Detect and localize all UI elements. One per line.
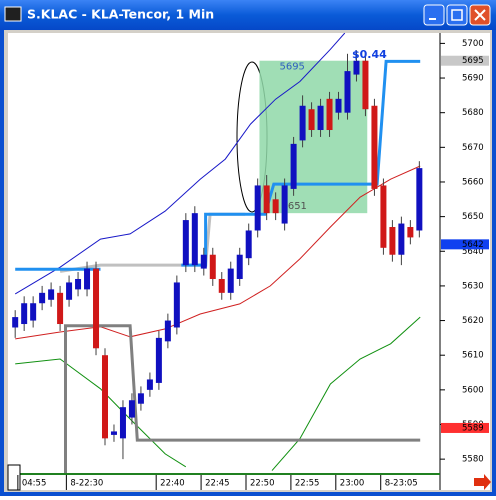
x-tick-label: 8-22:30 xyxy=(70,479,103,489)
candle-body xyxy=(48,289,55,300)
candle-body xyxy=(281,185,288,224)
y-tick-label: 5700 xyxy=(462,39,484,49)
minimize-button[interactable] xyxy=(423,4,445,26)
candle-body xyxy=(119,407,126,439)
candle-body xyxy=(308,109,315,131)
window-title: S.KLAC - KLA-Tencor, 1 Min xyxy=(27,7,214,22)
y-tick-label: 5600 xyxy=(462,385,484,395)
candle-body xyxy=(155,337,162,383)
y-tick-label: 5620 xyxy=(462,316,484,326)
price-marker xyxy=(441,55,489,66)
candle-body xyxy=(209,254,216,279)
candle-body xyxy=(93,268,100,349)
annotation: $0.44 xyxy=(352,48,387,61)
candle-body xyxy=(290,143,297,189)
candle-body xyxy=(164,320,171,342)
candle-body xyxy=(416,168,423,231)
app-icon xyxy=(4,6,22,22)
candle-body xyxy=(66,282,73,300)
candle-body xyxy=(84,268,91,290)
candle-body xyxy=(299,105,306,141)
price-marker-label: 5589 xyxy=(462,423,484,433)
y-tick-label: 5640 xyxy=(462,247,484,257)
zone-bottom-label: 5651 xyxy=(281,201,306,212)
y-tick-label: 5680 xyxy=(462,108,484,118)
y-tick-label: 5650 xyxy=(462,212,484,222)
candle-body xyxy=(254,185,261,231)
candle-body xyxy=(335,98,342,113)
indicator-line xyxy=(15,316,421,471)
candle-body xyxy=(101,355,108,439)
candle-body xyxy=(344,71,351,113)
y-tick-label: 5660 xyxy=(462,177,484,187)
candle-body xyxy=(371,105,378,189)
candle-body xyxy=(353,60,360,75)
candle-body xyxy=(317,105,324,131)
x-tick-label: 8-23:05 xyxy=(385,479,418,489)
candle-body xyxy=(57,292,64,325)
candle-body xyxy=(245,230,252,259)
candle-body xyxy=(12,317,19,328)
x-tick-label: 22:45 xyxy=(205,479,230,489)
x-tick-label: 22:40 xyxy=(160,479,185,489)
candle-body xyxy=(137,393,144,404)
title-bar xyxy=(0,0,496,30)
maximize-button[interactable] xyxy=(446,4,468,26)
price-zone xyxy=(259,60,368,214)
x-tick-label: 04:55 xyxy=(22,479,47,489)
price-marker-label: 5642 xyxy=(462,240,484,250)
candle-body xyxy=(146,379,153,390)
candle-body xyxy=(128,400,135,418)
scroll-box[interactable] xyxy=(7,464,21,491)
price-marker-label: 5695 xyxy=(462,56,484,66)
y-tick-label: 5610 xyxy=(462,351,484,361)
candle-body xyxy=(173,282,180,328)
y-tick-label: 5670 xyxy=(462,143,484,153)
y-tick-label: 5630 xyxy=(462,281,484,291)
y-tick-label: 5580 xyxy=(462,455,484,465)
candle-body xyxy=(263,185,270,214)
candle-body xyxy=(380,185,387,248)
scroll-arrow[interactable] xyxy=(474,474,491,490)
candle-body xyxy=(227,268,234,293)
indicator-line xyxy=(14,33,346,295)
price-marker xyxy=(441,239,489,250)
candle-body xyxy=(191,213,198,266)
y-tick-label: 5690 xyxy=(462,74,484,84)
candle-body xyxy=(272,199,279,214)
zone-top-label: 5695 xyxy=(279,62,304,73)
candle-body xyxy=(218,278,225,293)
candle-body xyxy=(21,303,28,325)
candle-body xyxy=(389,227,396,255)
candle-body xyxy=(200,254,207,269)
candle-body xyxy=(30,303,37,321)
candle-body xyxy=(236,254,243,279)
candle-body xyxy=(362,60,369,110)
indicator-line xyxy=(64,324,421,473)
candle-body xyxy=(182,220,189,266)
candle-body xyxy=(75,278,82,290)
candle-body xyxy=(398,223,405,255)
price-marker xyxy=(441,422,489,433)
candle-body xyxy=(39,292,46,304)
x-tick-label: 23:00 xyxy=(340,479,365,489)
x-tick-label: 22:50 xyxy=(250,479,275,489)
candle-body xyxy=(407,227,414,238)
candle-body xyxy=(326,98,333,131)
x-tick-label: 22:55 xyxy=(295,479,320,489)
candle-body xyxy=(110,431,117,435)
